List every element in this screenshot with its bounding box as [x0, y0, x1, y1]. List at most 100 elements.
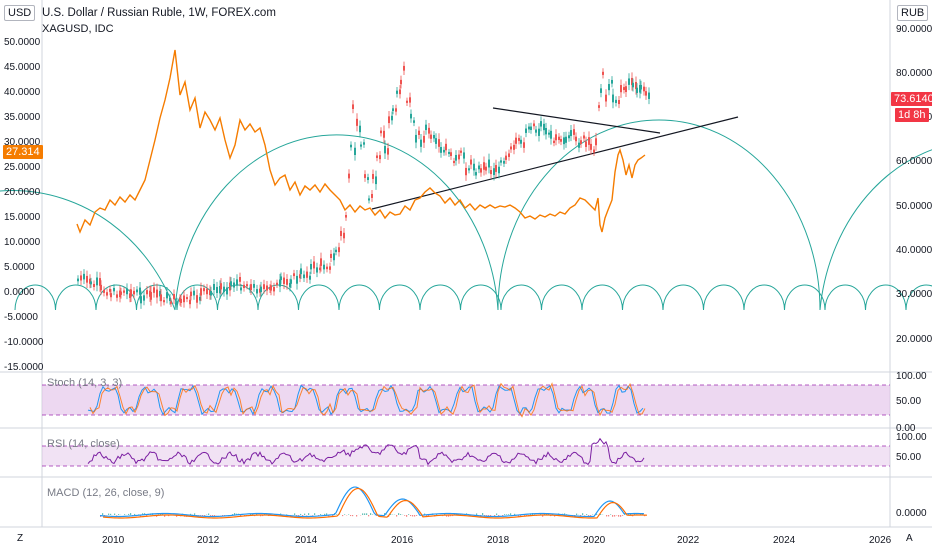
macd-hist-bar [408, 514, 409, 515]
left-axis-tick: 25.0000 [4, 162, 41, 173]
macd-hist-bar [510, 513, 511, 515]
small-arc [420, 285, 461, 310]
candle-body [505, 156, 507, 160]
candle-body [364, 174, 366, 178]
time-axis-tick: 2016 [391, 535, 414, 546]
candle-body [123, 290, 125, 292]
macd-label[interactable]: MACD (12, 26, close, 9) [47, 487, 164, 499]
candle-body [458, 155, 460, 160]
candle-body [410, 114, 412, 119]
candle-body [372, 174, 374, 179]
stoch-label[interactable]: Stoch (14, 3, 3) [47, 377, 122, 389]
candle-body [600, 88, 602, 93]
zoom-corner-button[interactable]: Z [17, 533, 23, 544]
right-price-axis[interactable]: 90.000080.000070.000060.000050.000040.00… [896, 24, 932, 345]
small-arc [299, 285, 340, 310]
macd-hist-bar [348, 514, 349, 515]
candle-body [498, 167, 500, 173]
candle-body [293, 273, 295, 276]
candle-body [628, 78, 630, 84]
candle-body [230, 281, 232, 285]
usdrub-candles[interactable] [77, 62, 650, 309]
small-arc [623, 285, 664, 310]
auto-scale-button[interactable]: A [906, 533, 913, 544]
compare-symbol[interactable]: XAGUSD, IDC [42, 23, 114, 35]
candle-body [453, 161, 455, 163]
small-arcs[interactable] [15, 285, 932, 310]
small-arc [380, 285, 421, 310]
left-price-axis[interactable]: 50.000045.000040.000035.000030.000025.00… [4, 37, 44, 373]
candle-body [415, 135, 417, 143]
candle-body [530, 127, 532, 130]
candle-body [648, 93, 650, 99]
candle-body [391, 116, 393, 121]
candle-body [345, 215, 347, 218]
candle-body [130, 289, 132, 296]
candle-body [565, 137, 567, 143]
candle-body [575, 137, 577, 142]
left-axis-tick: 20.0000 [4, 187, 41, 198]
candle-body [585, 141, 587, 147]
time-axis-tick: 2012 [197, 535, 220, 546]
rsi-tick-50: 50.00 [896, 452, 921, 463]
macd-hist-bar [610, 514, 611, 515]
macd-hist-bar [108, 514, 109, 515]
candle-body [233, 282, 235, 287]
candle-body [283, 278, 285, 284]
macd-hist-bar [352, 515, 353, 516]
candle-body [189, 300, 191, 304]
candle-body [438, 139, 440, 147]
rsi-label[interactable]: RSI (14, close) [47, 438, 120, 450]
candle-body [440, 147, 442, 153]
macd-hist-bar [362, 513, 363, 515]
candle-body [588, 137, 590, 145]
candle-body [203, 288, 205, 291]
time-axis-tick: 2024 [773, 535, 796, 546]
candle-body [340, 231, 342, 236]
macd-hist-bar [128, 514, 129, 515]
candle-body [480, 168, 482, 172]
big-arc-3 [498, 120, 820, 310]
candle-body [333, 253, 335, 260]
rub-currency-badge[interactable]: RUB [897, 5, 928, 21]
candle-body [140, 296, 142, 303]
candle-body [146, 290, 148, 294]
right-axis-tick: 30.0000 [896, 289, 932, 300]
candle-body [548, 133, 550, 135]
xagusd-compare-line[interactable] [77, 50, 645, 232]
falling-trendline[interactable] [493, 108, 660, 133]
candle-body [93, 284, 95, 287]
macd-hist-bar [410, 515, 411, 516]
candle-body [363, 142, 365, 144]
small-arc [542, 285, 583, 310]
candle-body [430, 135, 432, 139]
macd-hist-bar [208, 513, 209, 515]
cycle-arcs[interactable] [0, 120, 932, 310]
rsi-tick-100: 100.00 [896, 432, 927, 443]
macd-hist-bar [308, 513, 309, 515]
usd-currency-badge[interactable]: USD [4, 5, 35, 21]
left-axis-tick: 5.0000 [4, 262, 35, 273]
left-axis-tick: 40.0000 [4, 87, 41, 98]
candle-body [96, 277, 98, 285]
macd-hist-bar [496, 514, 497, 515]
candle-body [286, 279, 288, 285]
right-axis-tick: 90.0000 [896, 24, 932, 35]
rising-trendline[interactable] [372, 117, 738, 209]
macd-hist-bar [504, 514, 505, 515]
candle-body [568, 135, 570, 138]
macd-hist-bar [324, 514, 325, 515]
macd-hist-bar [576, 514, 577, 515]
macd-line[interactable] [100, 487, 644, 516]
candle-body [395, 108, 397, 111]
macd-hist-bar [524, 515, 525, 516]
symbol-title[interactable]: U.S. Dollar / Russian Ruble, 1W, FOREX.c… [42, 7, 276, 19]
macd-hist-bar [110, 514, 111, 515]
macd-hist-bar [590, 515, 591, 516]
candle-body [523, 142, 525, 148]
macd-hist-bar [124, 514, 125, 515]
small-arc [339, 285, 380, 310]
candle-body [320, 258, 322, 266]
